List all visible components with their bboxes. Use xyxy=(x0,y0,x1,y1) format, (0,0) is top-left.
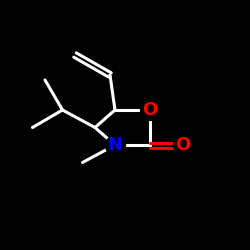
Text: O: O xyxy=(175,136,190,154)
Text: O: O xyxy=(142,101,158,119)
Text: N: N xyxy=(108,136,122,154)
